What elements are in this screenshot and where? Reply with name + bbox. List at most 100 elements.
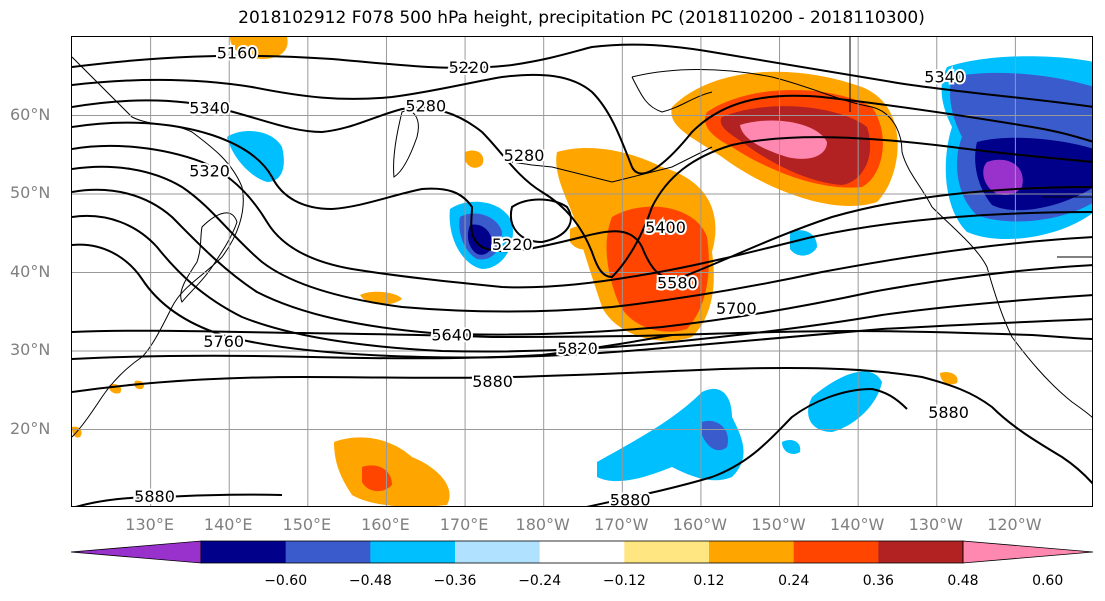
colorbar-tick-label: −0.60	[264, 573, 308, 589]
latitude-label: 20°N	[10, 418, 51, 438]
precip-area-light-blue	[597, 388, 744, 482]
contour-label: 5760	[203, 332, 244, 351]
colorbar-segment	[878, 541, 964, 563]
longitude-label: 170°W	[594, 515, 649, 534]
colorbar-segment	[709, 541, 795, 563]
contour-label: 5880	[472, 372, 513, 391]
lat-lon-grid	[72, 37, 1092, 506]
contour-line	[72, 43, 1092, 108]
precip-area-orange	[334, 437, 450, 506]
colorbar-extend-high	[962, 540, 1094, 564]
precip-area-medium-blue	[702, 420, 728, 451]
colorbar-extend-low	[70, 540, 202, 564]
precip-area-orange	[940, 372, 958, 385]
contour-label: 5640	[431, 326, 472, 345]
contour-line	[72, 329, 1092, 340]
colorbar	[70, 540, 1094, 564]
contour-line	[72, 99, 1092, 279]
colorbar-segment	[624, 541, 710, 563]
precip-area-orange	[570, 226, 597, 250]
colorbar-tick-label: −0.12	[602, 573, 646, 589]
contour-label: 5820	[557, 339, 598, 358]
colorbar-tick-label: −0.36	[433, 573, 477, 589]
contour-label: 5400	[645, 218, 686, 237]
longitude-label: 120°W	[987, 515, 1042, 534]
map-canvas: 5160 5220 5340 5280 5280 5320 5340 5400 5220 5580…	[72, 37, 1092, 507]
colorbar-tick-label: −0.24	[518, 573, 562, 589]
colorbar-segment	[201, 541, 287, 563]
latitude-label: 40°N	[10, 261, 51, 281]
contour-label: 5320	[189, 161, 230, 180]
contour-line	[72, 73, 1092, 175]
latitude-label: 50°N	[10, 183, 51, 202]
colorbar-segment	[539, 541, 625, 563]
contour-line	[72, 215, 1092, 353]
precip-area-light-blue	[790, 230, 817, 256]
contour-label: 5700	[716, 299, 757, 318]
contour-line	[72, 165, 1092, 313]
precip-area-orange	[360, 291, 402, 305]
contour-label: 5280	[504, 146, 545, 165]
coastline-japan	[180, 212, 238, 303]
precip-area-dark-blue	[467, 224, 493, 255]
precip-area-pink	[740, 120, 827, 159]
colorbar-tick-label: 0.60	[1032, 573, 1064, 589]
coastline-north-america	[931, 206, 1092, 418]
colorbar-segment	[370, 541, 456, 563]
contour-line	[509, 198, 572, 244]
us-border	[1042, 196, 1092, 258]
contour-label: 5880	[928, 403, 969, 422]
contour-line	[586, 387, 908, 506]
colorbar-tick-label: 0.36	[862, 573, 894, 589]
contour-line	[72, 188, 1092, 336]
contour-label: 5580	[657, 274, 698, 293]
coastline-aleutians	[511, 146, 713, 183]
contour-line	[72, 144, 1092, 289]
colorbar-outline	[200, 540, 964, 564]
colorbar-tick-label: 0.24	[778, 573, 810, 589]
precip-area-light-blue	[782, 440, 801, 454]
coastline-bering	[631, 76, 713, 113]
contour-labels: 5160 5220 5340 5280 5280 5320 5340 5400 5220 5580…	[132, 42, 971, 507]
contour-label: 5880	[610, 490, 651, 507]
map-panel: 5160 5220 5340 5280 5280 5320 5340 5400 5220 5580…	[71, 36, 1093, 507]
longitude-label: 160°W	[672, 515, 728, 534]
longitude-label: 130°E	[125, 515, 174, 534]
colorbar-tick-label: 0.12	[693, 573, 725, 589]
coastline-kamchatka	[393, 110, 419, 178]
longitude-label: 130°W	[908, 515, 963, 534]
latitude-label: 60°N	[10, 104, 51, 124]
precip-area-orange	[230, 37, 288, 59]
longitude-label: 150°E	[282, 515, 332, 534]
longitude-label: 160°E	[361, 515, 410, 534]
longitude-label: 180°W	[515, 515, 570, 534]
chart-title: 2018102912 F078 500 hPa height, precipit…	[238, 8, 925, 28]
coastline-alaska	[631, 69, 933, 208]
contour-line	[75, 493, 283, 506]
contour-label: 5880	[134, 487, 175, 506]
latitude-label: 30°N	[10, 340, 51, 359]
precip-area-orange	[429, 480, 444, 500]
colorbar-tick-label: −0.48	[348, 573, 392, 589]
contour-label: 5340	[189, 99, 230, 118]
precip-area-red-orange	[606, 206, 709, 332]
contour-label: 5220	[492, 235, 533, 254]
contour-line	[72, 121, 1092, 280]
longitude-label: 150°W	[751, 515, 806, 534]
height-contours	[72, 43, 1092, 506]
longitude-label: 170°E	[439, 515, 489, 534]
colorbar-segment	[793, 541, 879, 563]
contour-line	[72, 334, 673, 360]
contour-label: 5220	[449, 58, 490, 77]
colorbar-segment	[285, 541, 371, 563]
coastline-asia	[72, 56, 244, 438]
precip-area-purple	[983, 159, 1023, 196]
contour-label: 5160	[217, 44, 258, 63]
longitude-label: 140°E	[203, 515, 253, 534]
colorbar-tick-label: 0.48	[947, 573, 979, 589]
precip-area-orange	[464, 150, 484, 168]
contour-line	[72, 366, 1092, 485]
precip-area-light-blue	[808, 371, 882, 432]
precip-area-red-orange	[362, 465, 392, 492]
contour-label: 5340	[924, 67, 965, 86]
